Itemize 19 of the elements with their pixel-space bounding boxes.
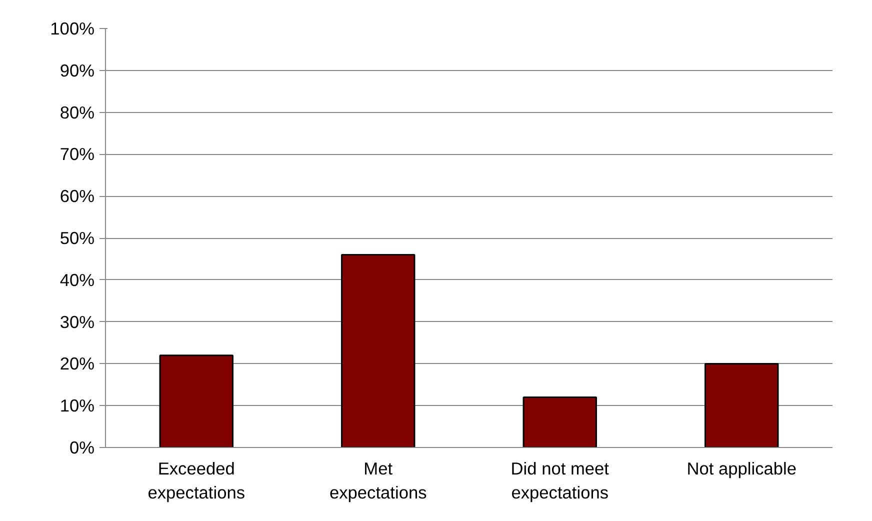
bar [704, 362, 779, 448]
y-tick-label: 30% [60, 312, 95, 332]
y-tick-label: 80% [60, 102, 95, 122]
y-tick-label: 0% [69, 438, 94, 458]
bar [341, 254, 416, 448]
y-tick-label: 20% [60, 354, 95, 374]
y-tick-label: 10% [60, 396, 95, 416]
x-tick-label: Exceeded expectations [148, 458, 246, 502]
y-tick-label: 60% [60, 186, 95, 206]
y-tick-label: 100% [50, 18, 95, 38]
bar [159, 354, 234, 448]
bar [522, 396, 597, 448]
y-tick-label: 50% [60, 228, 95, 248]
y-tick-label: 90% [60, 60, 95, 80]
y-tick-label: 70% [60, 144, 95, 164]
y-tick-label: 40% [60, 270, 95, 290]
x-tick-label: Met expectations [329, 458, 428, 502]
x-tick-label: Not applicable [686, 458, 797, 478]
x-tick-label: Did not meet expectations [510, 458, 610, 502]
